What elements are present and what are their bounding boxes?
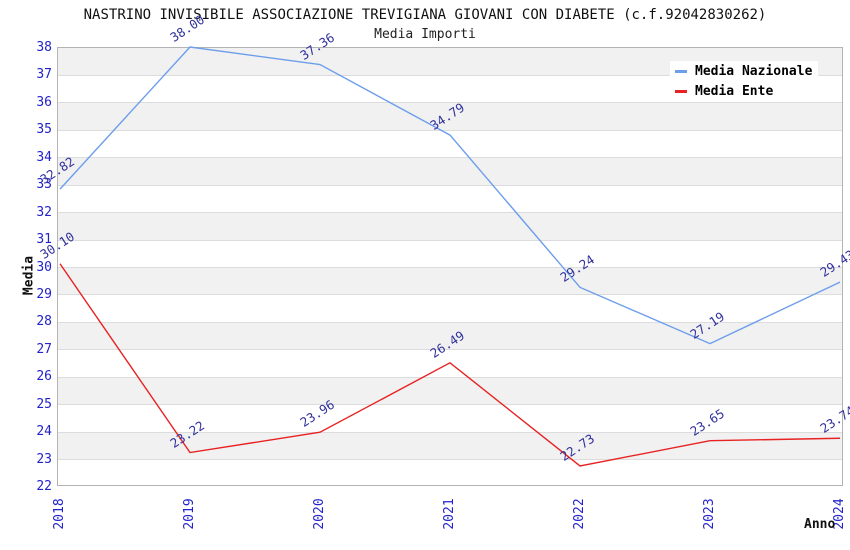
gridline	[58, 459, 842, 461]
y-tick-label: 35	[36, 122, 52, 138]
x-tick-label: 2023	[702, 498, 717, 530]
legend-item-media-nazionale: Media Nazionale	[670, 61, 819, 81]
y-tick-label: 36	[36, 94, 52, 110]
y-tick-label: 27	[36, 341, 52, 357]
gridline	[58, 239, 842, 241]
y-tick-label: 31	[36, 232, 52, 248]
y-tick-label: 34	[36, 149, 52, 165]
plot-area	[57, 47, 843, 486]
y-axis-title: Media	[21, 255, 37, 296]
media-nazionale-line-swatch	[675, 69, 687, 73]
y-tick-label: 24	[36, 424, 52, 440]
y-tick-label: 28	[36, 314, 52, 330]
series-line-media-ente	[59, 263, 841, 467]
y-tick-label: 26	[36, 369, 52, 385]
x-tick-label: 2021	[442, 498, 457, 530]
x-tick-label: 2019	[182, 498, 197, 530]
x-tick-label: 2020	[312, 498, 327, 530]
y-tick-label: 30	[36, 259, 52, 275]
gridline	[58, 184, 842, 186]
gridline	[58, 74, 842, 76]
y-tick-label: 23	[36, 451, 52, 467]
chart-title: NASTRINO INVISIBILE ASSOCIAZIONE TREVIGI…	[83, 7, 767, 23]
gridline	[58, 376, 842, 378]
gridline	[58, 294, 842, 296]
background-band	[58, 267, 842, 295]
background-band	[58, 212, 842, 241]
chart-subtitle: Media Importi	[374, 27, 476, 42]
x-tick-label: 2018	[52, 498, 67, 530]
gridline	[58, 157, 842, 159]
gridline	[58, 349, 842, 351]
gridline	[58, 404, 842, 406]
background-band	[58, 377, 842, 405]
y-tick-label: 37	[36, 67, 52, 83]
gridline	[58, 267, 842, 268]
x-axis-title: Anno	[804, 517, 836, 532]
media-ente-line-swatch	[675, 89, 687, 93]
x-tick-label: 2022	[572, 498, 587, 530]
gridline	[58, 129, 842, 131]
background-band	[58, 102, 842, 131]
y-tick-label: 33	[36, 177, 52, 193]
gridline	[58, 102, 842, 104]
y-tick-label: 32	[36, 204, 52, 220]
legend-label: Media Ente	[695, 83, 774, 99]
y-tick-label: 22	[36, 479, 52, 494]
gridline	[58, 431, 842, 433]
y-tick-label: 38	[36, 40, 52, 55]
series-line-media-nazionale	[59, 46, 841, 345]
gridline	[58, 321, 842, 323]
gridline	[58, 212, 842, 214]
legend-label: Media Nazionale	[695, 63, 813, 79]
background-band	[58, 432, 842, 460]
background-band	[58, 322, 842, 350]
legend: Media Nazionale Media Ente	[670, 61, 819, 101]
background-band	[58, 157, 842, 186]
y-tick-label: 29	[36, 286, 52, 302]
y-tick-label: 25	[36, 396, 52, 412]
legend-item-media-ente: Media Ente	[670, 81, 780, 101]
